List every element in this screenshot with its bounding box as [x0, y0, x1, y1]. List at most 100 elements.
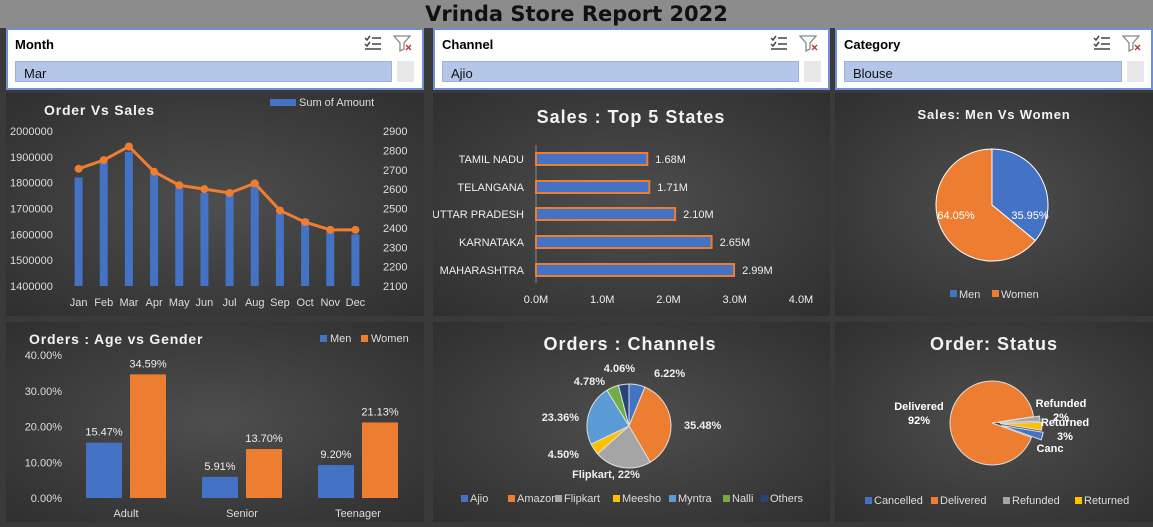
multi-select-icon[interactable] [769, 34, 789, 52]
legend-swatch [669, 495, 676, 502]
y-tick-label: 20.00% [25, 422, 63, 434]
legend-label: Nalli [732, 493, 753, 505]
x-tick-label: Jan [70, 297, 88, 309]
bar [362, 422, 398, 498]
pie-slice [949, 380, 1035, 466]
series-line [78, 144, 356, 232]
x-tick-label: Sep [270, 297, 290, 309]
y2-tick-label: 2700 [383, 165, 407, 177]
chart-title: Orders : Channels [543, 334, 716, 354]
y2-tick-label: 2300 [383, 242, 407, 254]
bar [535, 235, 713, 249]
x-tick-label: Senior [226, 508, 258, 520]
legend-label: Men [330, 333, 351, 345]
slicer-item-selected[interactable]: Blouse [844, 61, 1122, 82]
data-label: Flipkart, 22% [572, 469, 640, 481]
slicer-scrollbar[interactable] [1127, 61, 1144, 82]
y-tick-label: 1700000 [10, 204, 53, 216]
chart-title: Orders : Age vs Gender [29, 331, 203, 347]
legend-label: Delivered [940, 495, 986, 507]
chart-title: Order Vs Sales [44, 102, 155, 118]
legend-swatch [1075, 497, 1082, 504]
y-tick-label: 0.00% [31, 493, 62, 505]
legend-label: Women [371, 333, 409, 345]
bar [225, 190, 234, 286]
multi-select-icon[interactable] [363, 34, 383, 52]
legend-label: Men [959, 289, 980, 301]
category-label: KARNATAKA [459, 237, 525, 249]
bar [86, 442, 122, 498]
x-tick-label: Jul [223, 297, 237, 309]
legend-label: Refunded [1012, 495, 1060, 507]
bar [99, 162, 108, 286]
order-vs-sales-panel: Order Vs Sales Sum of Amount 1400000 1500… [6, 93, 424, 316]
x-tick-label: May [169, 297, 190, 309]
data-label: 34.59% [129, 358, 167, 370]
bar [275, 213, 284, 286]
pie-slice [617, 383, 630, 427]
top-states-panel: Sales : Top 5 States TAMIL NADU 1.68M TELA… [432, 93, 830, 316]
legend-swatch [723, 495, 730, 502]
y-tick-label: 1800000 [10, 178, 53, 190]
slicer-item-selected[interactable]: Ajio [442, 61, 799, 82]
legend-swatch [270, 99, 296, 106]
multi-select-icon[interactable] [1092, 34, 1112, 52]
category-label: MAHARASHTRA [440, 265, 525, 277]
slicer-channel[interactable]: Channel Ajio [433, 28, 830, 90]
x-tick-label: Apr [146, 297, 163, 309]
report-title: Vrinda Store Report 2022 [425, 2, 728, 26]
legend-swatch [461, 495, 468, 502]
data-label: Canc [1037, 443, 1064, 455]
x-tick-label: 4.0M [789, 294, 813, 306]
x-tick-label: Feb [94, 297, 113, 309]
x-tick-label: 1.0M [590, 294, 614, 306]
data-label-line: Delivered [894, 401, 944, 413]
data-label: 9.20% [320, 449, 351, 461]
bar [246, 449, 282, 498]
legend-swatch [865, 497, 872, 504]
men-vs-women-panel: Sales: Men Vs Women 35.95% 64.05% Men Women [835, 93, 1153, 316]
clear-filter-icon[interactable] [393, 34, 413, 52]
line-point [275, 206, 284, 215]
bar [351, 234, 360, 286]
slicer-month[interactable]: Month Mar [6, 28, 424, 90]
category-label: TELANGANA [457, 182, 524, 194]
status-chart: Order: Status Delivered 92%Refunded 2%Retu… [865, 334, 1129, 507]
channels-panel: Orders : Channels 6.22% 35.48% Flipkart, 2… [433, 322, 830, 522]
y-tick-label: 30.00% [25, 386, 63, 398]
top-states-chart: Sales : Top 5 States TAMIL NADU 1.68M TELA… [432, 107, 813, 306]
y-tick-label: 1900000 [10, 152, 53, 164]
clear-filter-icon[interactable] [1122, 34, 1142, 52]
legend-swatch [508, 495, 515, 502]
y-tick-label: 10.00% [25, 457, 63, 469]
line-point [74, 164, 83, 173]
pie-slice [1001, 425, 1044, 441]
chart-title: Sales : Top 5 States [537, 107, 726, 127]
line-point [124, 142, 133, 151]
data-label: 5.91% [204, 461, 235, 473]
bar [301, 218, 310, 286]
data-label-line: 3% [1057, 431, 1073, 443]
report-title-bar: Vrinda Store Report 2022 [0, 0, 1153, 28]
data-label: 2.99M [742, 265, 773, 277]
y-tick-label: 40.00% [25, 350, 63, 362]
chart-title: Order: Status [930, 334, 1058, 354]
y2-tick-label: 2100 [383, 281, 407, 293]
slicer-header: Month [15, 37, 54, 52]
legend-label: Cancelled [874, 495, 923, 507]
slicer-category[interactable]: Category Blouse [835, 28, 1153, 90]
pie-slice [991, 148, 1049, 242]
bar [150, 174, 159, 286]
y2-tick-label: 2400 [383, 223, 407, 235]
bar [200, 193, 209, 286]
data-label: 35.48% [684, 420, 722, 432]
legend-swatch [931, 497, 938, 504]
data-label: 2.10M [683, 209, 714, 221]
slicer-scrollbar[interactable] [804, 61, 821, 82]
slicer-scrollbar[interactable] [397, 61, 414, 82]
slicer-item-selected[interactable]: Mar [15, 61, 392, 82]
data-label: Returned 3% [1041, 417, 1089, 443]
clear-filter-icon[interactable] [799, 34, 819, 52]
status-panel: Order: Status Delivered 92% Refunded 2% Retu… [835, 322, 1153, 522]
legend-label: Myntra [678, 493, 713, 505]
